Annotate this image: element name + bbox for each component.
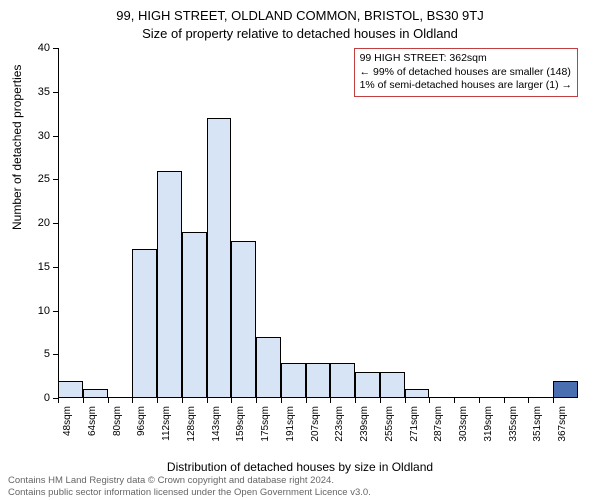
- histogram-bar: [58, 381, 83, 399]
- xtick-label: 255sqm: [384, 406, 395, 456]
- xtick-mark: [256, 398, 257, 403]
- xtick-label: 64sqm: [87, 406, 98, 456]
- plot-area: 051015202530354048sqm64sqm80sqm96sqm112s…: [58, 48, 578, 398]
- xtick-mark: [281, 398, 282, 403]
- xtick-mark: [405, 398, 406, 403]
- xtick-label: 143sqm: [211, 406, 222, 456]
- ytick-label: 20: [38, 217, 50, 229]
- x-axis-label: Distribution of detached houses by size …: [0, 460, 600, 474]
- annotation-line1: 99 HIGH STREET: 362sqm: [360, 52, 572, 66]
- histogram-bar: [281, 363, 306, 398]
- ytick-label: 40: [38, 42, 50, 54]
- histogram-bar: [83, 389, 108, 398]
- xtick-label: 96sqm: [136, 406, 147, 456]
- histogram-bar: [405, 389, 430, 398]
- xtick-label: 112sqm: [161, 406, 172, 456]
- xtick-mark: [429, 398, 430, 403]
- ytick-label: 35: [38, 86, 50, 98]
- histogram-bar: [330, 363, 355, 398]
- ytick-mark: [53, 179, 58, 180]
- xtick-label: 80sqm: [112, 406, 123, 456]
- annotation-box: 99 HIGH STREET: 362sqm ← 99% of detached…: [354, 48, 578, 97]
- xtick-mark: [355, 398, 356, 403]
- xtick-mark: [231, 398, 232, 403]
- footer-attribution: Contains HM Land Registry data © Crown c…: [8, 475, 371, 498]
- ytick-mark: [53, 311, 58, 312]
- histogram-bar: [355, 372, 380, 398]
- xtick-label: 335sqm: [508, 406, 519, 456]
- xtick-mark: [83, 398, 84, 403]
- xtick-label: 271sqm: [409, 406, 420, 456]
- histogram-bar: [380, 372, 405, 398]
- xtick-label: 159sqm: [235, 406, 246, 456]
- xtick-label: 191sqm: [285, 406, 296, 456]
- xtick-label: 128sqm: [186, 406, 197, 456]
- chart-title-sub: Size of property relative to detached ho…: [0, 26, 600, 41]
- histogram-bar: [182, 232, 207, 398]
- xtick-mark: [58, 398, 59, 403]
- chart-title-main: 99, HIGH STREET, OLDLAND COMMON, BRISTOL…: [0, 8, 600, 23]
- ytick-label: 5: [44, 348, 50, 360]
- histogram-bar: [157, 171, 182, 399]
- xtick-label: 303sqm: [458, 406, 469, 456]
- y-axis-label: Number of detached properties: [10, 65, 24, 230]
- histogram-bar: [256, 337, 281, 398]
- annotation-line3: 1% of semi-detached houses are larger (1…: [360, 79, 572, 93]
- xtick-mark: [380, 398, 381, 403]
- ytick-label: 15: [38, 261, 50, 273]
- histogram-bar: [553, 381, 578, 399]
- histogram-bar: [207, 118, 232, 398]
- xtick-label: 207sqm: [310, 406, 321, 456]
- xtick-mark: [454, 398, 455, 403]
- ytick-mark: [53, 92, 58, 93]
- xtick-mark: [182, 398, 183, 403]
- xtick-mark: [330, 398, 331, 403]
- xtick-mark: [306, 398, 307, 403]
- footer-line2: Contains public sector information licen…: [8, 487, 371, 498]
- xtick-mark: [157, 398, 158, 403]
- histogram-bar: [132, 249, 157, 398]
- ytick-label: 30: [38, 130, 50, 142]
- y-axis-line: [58, 48, 59, 398]
- ytick-label: 25: [38, 173, 50, 185]
- ytick-mark: [53, 354, 58, 355]
- ytick-mark: [53, 223, 58, 224]
- xtick-label: 319sqm: [483, 406, 494, 456]
- ytick-mark: [53, 267, 58, 268]
- xtick-label: 367sqm: [557, 406, 568, 456]
- xtick-mark: [504, 398, 505, 403]
- histogram-bar: [231, 241, 256, 399]
- xtick-label: 239sqm: [359, 406, 370, 456]
- annotation-line2: ← 99% of detached houses are smaller (14…: [360, 66, 572, 80]
- footer-line1: Contains HM Land Registry data © Crown c…: [8, 475, 371, 486]
- xtick-label: 48sqm: [62, 406, 73, 456]
- xtick-mark: [207, 398, 208, 403]
- ytick-mark: [53, 48, 58, 49]
- xtick-mark: [528, 398, 529, 403]
- ytick-mark: [53, 136, 58, 137]
- xtick-label: 175sqm: [260, 406, 271, 456]
- ytick-label: 10: [38, 305, 50, 317]
- xtick-mark: [108, 398, 109, 403]
- chart-container: 99, HIGH STREET, OLDLAND COMMON, BRISTOL…: [0, 0, 600, 500]
- histogram-bar: [306, 363, 331, 398]
- ytick-label: 0: [44, 392, 50, 404]
- xtick-mark: [132, 398, 133, 403]
- xtick-label: 287sqm: [433, 406, 444, 456]
- xtick-label: 223sqm: [334, 406, 345, 456]
- xtick-mark: [553, 398, 554, 403]
- xtick-label: 351sqm: [532, 406, 543, 456]
- xtick-mark: [479, 398, 480, 403]
